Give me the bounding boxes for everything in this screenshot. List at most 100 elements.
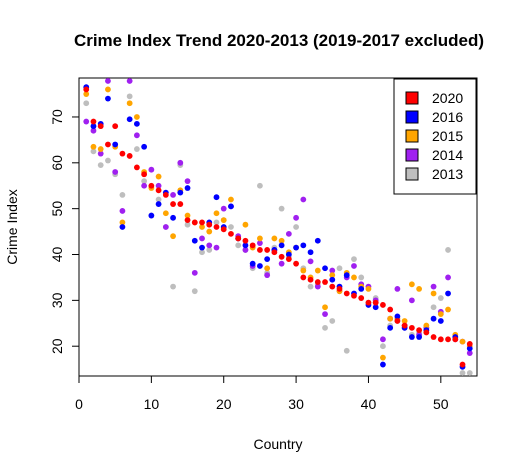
data-point <box>242 237 249 244</box>
data-point <box>437 311 444 318</box>
data-point <box>437 318 444 324</box>
data-point <box>380 354 386 361</box>
data-point <box>141 178 148 185</box>
data-point <box>278 205 285 212</box>
data-point <box>365 299 372 306</box>
data-point <box>90 127 97 134</box>
data-point <box>242 242 249 249</box>
y-tick-label: 70 <box>49 109 65 125</box>
y-tick-label: 20 <box>49 338 65 354</box>
data-point <box>112 123 119 130</box>
data-point <box>285 256 292 262</box>
y-tick-label: 60 <box>49 155 65 171</box>
data-point <box>213 244 220 251</box>
data-point <box>343 272 350 279</box>
plot-frame <box>78 77 478 377</box>
x-tick-label: 50 <box>433 396 449 412</box>
data-point <box>155 196 162 203</box>
data-point <box>90 123 97 130</box>
series-2016 <box>83 84 473 370</box>
x-tick-label: 10 <box>144 396 160 412</box>
data-point <box>184 217 191 224</box>
data-point <box>97 162 104 169</box>
data-point <box>278 237 285 244</box>
data-point <box>314 283 321 290</box>
data-point <box>394 285 401 292</box>
data-point <box>90 118 97 125</box>
data-point <box>257 182 263 189</box>
data-point <box>199 244 205 251</box>
data-point <box>191 219 198 226</box>
legend-label: 2014 <box>432 147 463 163</box>
data-point <box>423 322 430 329</box>
data-point <box>430 304 437 311</box>
legend-label: 2020 <box>432 90 463 106</box>
data-point <box>155 173 162 180</box>
y-tick-label: 50 <box>49 201 65 217</box>
data-point <box>416 285 423 292</box>
data-point <box>199 224 205 230</box>
data-point <box>466 350 473 356</box>
data-point <box>83 118 90 125</box>
data-point <box>445 274 451 281</box>
data-point <box>380 361 386 368</box>
data-point <box>97 146 104 152</box>
data-point <box>148 182 155 189</box>
data-point <box>83 86 90 93</box>
data-point <box>307 249 314 256</box>
data-point <box>191 237 198 244</box>
data-point <box>184 221 191 228</box>
data-point <box>105 86 111 93</box>
data-point <box>199 249 205 256</box>
data-point <box>133 120 140 127</box>
data-point <box>351 256 357 262</box>
data-point <box>235 242 242 249</box>
data-point <box>307 283 314 290</box>
data-point <box>343 290 350 297</box>
data-point <box>264 256 271 262</box>
data-point <box>220 217 227 224</box>
data-point <box>206 228 213 235</box>
data-point <box>380 302 386 308</box>
series-2020 <box>83 86 473 368</box>
data-point <box>220 226 227 233</box>
data-point <box>314 237 321 244</box>
data-point <box>206 242 213 249</box>
data-point <box>141 182 148 189</box>
data-point <box>155 201 162 207</box>
data-point <box>133 132 140 139</box>
legend-label: 2013 <box>432 166 463 182</box>
data-point <box>148 212 155 219</box>
data-point <box>459 361 466 368</box>
data-point <box>430 334 437 340</box>
data-point <box>249 260 256 267</box>
chart-title: Crime Index Trend 2020-2013 (2019-2017 e… <box>74 31 484 50</box>
legend-swatch <box>405 167 419 181</box>
data-point <box>141 143 148 150</box>
data-point <box>105 141 111 148</box>
data-point <box>228 203 234 210</box>
legend-swatch <box>405 110 419 124</box>
data-point <box>271 235 278 242</box>
data-point <box>430 315 437 322</box>
data-point <box>300 196 307 203</box>
data-point <box>155 182 162 189</box>
data-point <box>358 285 365 292</box>
data-point <box>408 281 415 288</box>
legend-swatch <box>405 129 419 143</box>
data-point <box>358 274 365 281</box>
y-axis-label: Crime Index <box>4 189 20 264</box>
data-point <box>83 100 90 107</box>
data-point <box>235 235 242 242</box>
data-point <box>83 91 90 97</box>
data-point <box>271 249 278 256</box>
data-point <box>133 114 140 120</box>
data-point <box>228 230 234 237</box>
data-point <box>351 263 357 269</box>
data-point <box>329 276 336 283</box>
data-point <box>105 157 111 164</box>
legend-swatch <box>405 91 419 105</box>
data-point <box>336 265 343 272</box>
x-axis-label: Country <box>253 436 302 452</box>
